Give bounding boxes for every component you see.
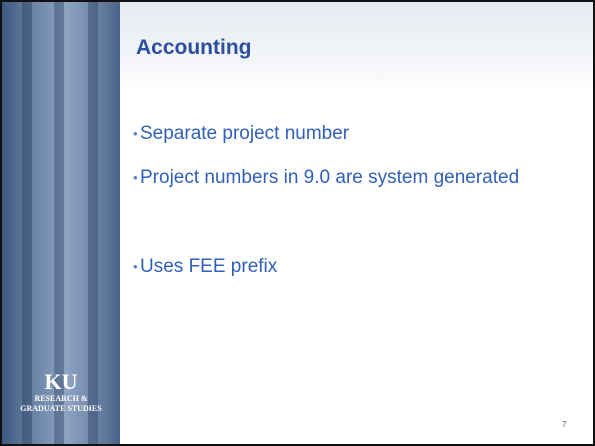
bullet: Project numbers in 9.0 are system genera… bbox=[140, 166, 570, 190]
logo-text: RESEARCH & bbox=[6, 394, 116, 404]
logo: KU RESEARCH & GRADUATE STUDIES bbox=[6, 370, 116, 414]
bullet: Uses FEE prefix bbox=[140, 255, 580, 279]
slide: KU RESEARCH & GRADUATE STUDIES Accountin… bbox=[0, 0, 595, 446]
logo-text: GRADUATE STUDIES bbox=[6, 404, 116, 414]
bullet: Separate project number bbox=[140, 122, 580, 146]
sidebar-image: KU RESEARCH & GRADUATE STUDIES bbox=[2, 2, 120, 444]
slide-title: Accounting bbox=[136, 36, 252, 60]
logo-mark: KU bbox=[6, 370, 116, 394]
page-number: 7 bbox=[562, 420, 566, 429]
